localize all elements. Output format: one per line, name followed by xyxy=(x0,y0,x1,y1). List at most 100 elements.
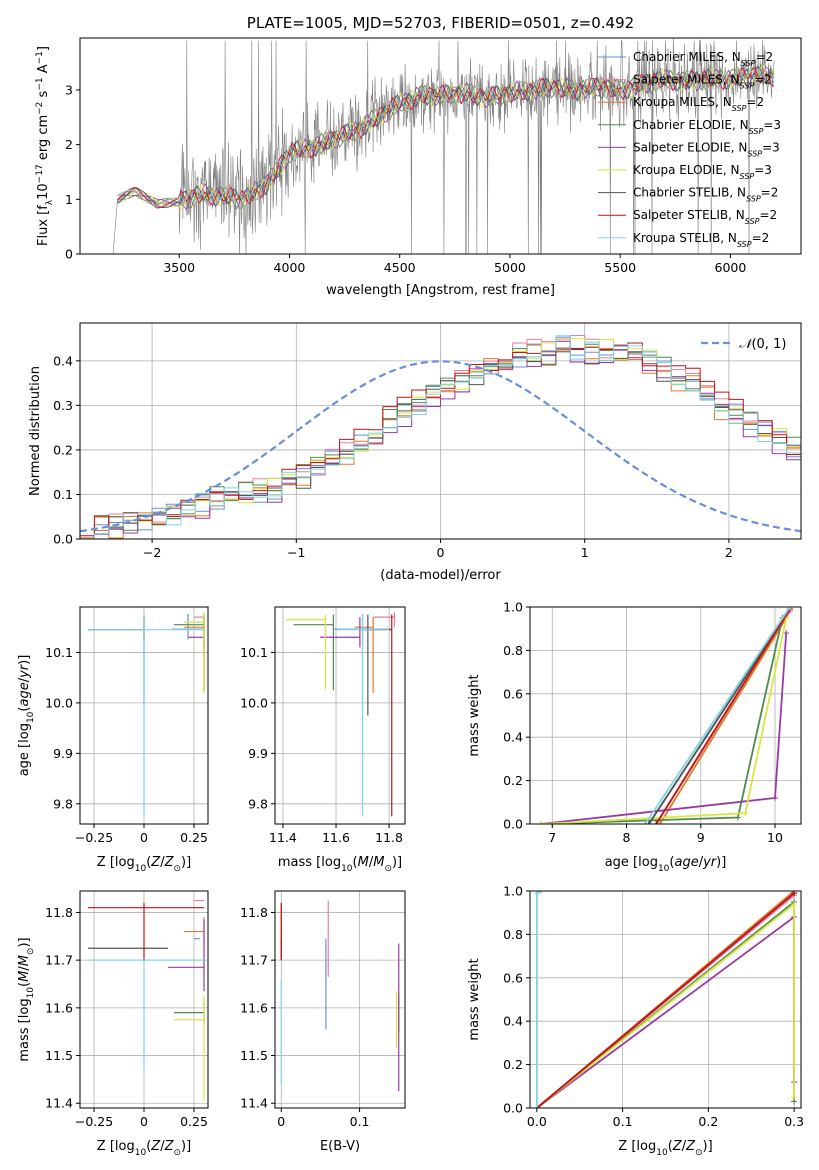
legend-entry-eq: = xyxy=(755,50,765,64)
weight-vs-age-panel: 7 8 9 10 0.0 0.2 0.4 0.6 0.8 1.0 xyxy=(503,600,802,845)
weight-marker xyxy=(791,901,798,908)
legend-entry-name: Chabrier MILES xyxy=(633,50,724,64)
x-axis-label-part: ( xyxy=(146,855,151,870)
legend-entry-name: Kroupa MILES xyxy=(633,95,715,109)
x-axis-label-part: )] xyxy=(181,1139,191,1154)
legend-entry-n: , N xyxy=(732,118,749,132)
errorbar-point xyxy=(293,614,334,691)
y-tick-label: 9.9 xyxy=(53,746,73,761)
x-tick-label: 11.4 xyxy=(269,830,297,845)
legend-entry-n: , N xyxy=(728,208,745,222)
y-tick-label: 3 xyxy=(65,82,73,97)
x-axis-label: (data-model)/error xyxy=(380,568,501,583)
y-axis-label-part: yr xyxy=(17,663,32,679)
y-axis-label-part: 10 xyxy=(36,183,51,200)
y-tick-label: 0.8 xyxy=(503,643,523,658)
legend-entry: Chabrier STELIB, NSSP=2 xyxy=(633,186,778,204)
x-tick-label: 0.2 xyxy=(698,1114,718,1129)
y-tick-label: 11.4 xyxy=(45,1096,73,1111)
x-axis-label-part: )] xyxy=(703,1139,713,1154)
legend-entry-eq: = xyxy=(762,140,772,154)
x-axis-label-part: Z xyxy=(685,1139,696,1154)
residuals-plot-area xyxy=(80,335,801,539)
y-tick-label: 10.1 xyxy=(240,645,268,660)
x-tick-label: 5000 xyxy=(494,260,526,275)
x-axis-label-part: Z xyxy=(164,1139,175,1154)
legend-entry-value: 3 xyxy=(772,140,780,154)
errorbar-point xyxy=(88,614,145,706)
legend-entry-args: (0, 1) xyxy=(751,337,786,352)
y-axis-label-part: erg cm xyxy=(36,115,51,164)
y-tick-label: 0.0 xyxy=(53,532,73,547)
weight-marker xyxy=(533,1105,540,1108)
legend-entry: Chabrier ELODIE, NSSP=3 xyxy=(633,118,781,136)
x-axis-label-part: log xyxy=(115,1139,135,1154)
weight-marker xyxy=(791,1094,798,1101)
x-axis-label-part: yr xyxy=(702,855,718,870)
legend-entry-name: Chabrier ELODIE xyxy=(633,118,732,132)
errorbar-point xyxy=(88,614,204,817)
errorbar-point xyxy=(88,959,204,1070)
y-axis-label-part: A xyxy=(36,64,51,77)
y-tick-label: 0.6 xyxy=(503,970,523,985)
y-tick-label: 9.8 xyxy=(53,796,73,811)
y-tick-label: 0 xyxy=(65,247,73,262)
mass-vs-Z-panel: −0.25 0 0.25 11.4 11.5 11.6 11.7 11.8 xyxy=(45,890,209,1129)
weight-vs-age-plot-area xyxy=(538,607,793,824)
legend-entry: Kroupa MILES, NSSP=2 xyxy=(633,95,764,113)
errorbar-point xyxy=(88,902,204,961)
y-tick-label: 1.0 xyxy=(503,600,523,615)
y-axis-label: mass weight xyxy=(467,674,482,756)
y-tick-label: 11.6 xyxy=(240,1000,268,1015)
legend-entry-value: 2 xyxy=(766,50,774,64)
y-tick-label: 11.7 xyxy=(240,953,268,968)
legend-entry-name: Kroupa ELODIE xyxy=(633,163,723,177)
histogram-step-salpeter-stelib xyxy=(80,342,801,537)
x-axis-label-part: 10 xyxy=(135,864,147,874)
y-tick-label: 9.8 xyxy=(248,796,268,811)
weight-marker xyxy=(772,794,779,801)
normal-distribution-curve xyxy=(80,360,801,533)
y-axis-label-part: log xyxy=(17,723,32,743)
x-tick-label: 0.0 xyxy=(527,1114,547,1129)
y-axis-label-part: ⊙ xyxy=(26,948,36,956)
y-tick-label: 11.6 xyxy=(45,1000,73,1015)
legend-entry-n: , N xyxy=(715,95,732,109)
weight-vs-Z-plot-area xyxy=(533,891,798,1108)
histogram-step-kroupa-stelib xyxy=(80,335,801,539)
weight-marker xyxy=(783,630,790,637)
legend-entry-sub: SSP xyxy=(737,239,752,248)
mass-vs-ebv-panel: 0 0.1 11.4 11.5 11.6 11.7 11.8 xyxy=(240,890,406,1129)
x-tick-label: 11.6 xyxy=(322,830,350,845)
legend-entry-value: 3 xyxy=(764,163,772,177)
x-axis-label: wavelength [Angstrom, rest frame] xyxy=(326,283,555,298)
x-axis-label-part: Z [ xyxy=(97,855,115,870)
age-vs-Z-plot-area xyxy=(88,612,205,817)
x-axis-label-part: M xyxy=(358,855,369,870)
weight-marker xyxy=(645,821,652,824)
x-axis-label: Z [log10(Z/Z⊙)] xyxy=(97,1139,191,1158)
errorbar-point xyxy=(354,617,374,693)
x-tick-label: 1 xyxy=(581,545,589,560)
x-tick-label: −1 xyxy=(287,545,305,560)
y-tick-label: 1 xyxy=(65,192,73,207)
x-axis-label: E(B-V) xyxy=(320,1139,360,1154)
weight-marker xyxy=(538,821,545,824)
age-vs-mass-panel: 11.4 11.6 11.8 9.8 9.9 10.0 10.1 xyxy=(240,606,406,845)
y-tick-label: 0.2 xyxy=(503,1057,523,1072)
legend-entry-sub: SSP xyxy=(746,194,761,203)
y-axis-label: mass [log10(M/M⊙)] xyxy=(17,937,36,1061)
legend-entry-n: , N xyxy=(731,140,748,154)
errorbar-point xyxy=(373,612,395,628)
legend-entry-eq: = xyxy=(754,73,764,87)
errorbar-point xyxy=(184,612,205,693)
residuals-legend: 𝒩(0, 1) xyxy=(701,337,786,352)
x-tick-label: 11.8 xyxy=(375,830,403,845)
mass-vs-ebv-plot-area xyxy=(280,900,400,1092)
x-axis-label-part: ⊙ xyxy=(695,1148,703,1158)
errorbar-point xyxy=(285,614,327,691)
x-axis-label-part: log xyxy=(321,855,341,870)
